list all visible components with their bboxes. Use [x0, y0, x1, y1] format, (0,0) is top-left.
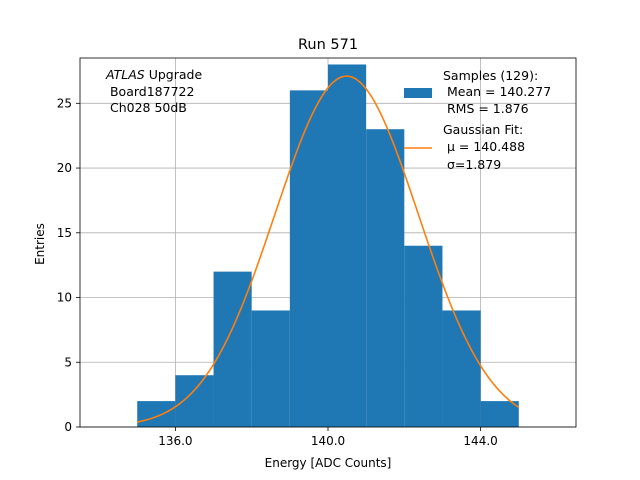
- y-tick-label: 20: [57, 161, 72, 175]
- x-axis-label: Energy [ADC Counts]: [265, 456, 392, 470]
- legend-samples-rms: RMS = 1.876: [443, 101, 529, 116]
- histogram-bar: [251, 310, 290, 427]
- legend-fit-sigma: σ=1.879: [443, 157, 501, 172]
- y-tick-label: 15: [57, 226, 72, 240]
- histogram-bar: [366, 129, 405, 428]
- board-label: Board187722: [106, 84, 194, 99]
- channel-label: Ch028 50dB: [106, 100, 187, 115]
- y-tick-label: 10: [57, 291, 72, 305]
- x-tick-label: 144.0: [463, 434, 497, 448]
- histogram-bar: [289, 90, 328, 428]
- atlas-label: ATLAS: [105, 67, 145, 82]
- histogram-bar: [404, 245, 443, 427]
- histogram-bars: [137, 64, 519, 428]
- legend-samples-mean: Mean = 140.277: [443, 84, 551, 99]
- y-axis-label: Entries: [33, 223, 47, 265]
- gaussian-fit-curve: [137, 75, 520, 423]
- legend-samples-swatch: [404, 88, 432, 98]
- y-tick-label: 5: [64, 355, 72, 369]
- atlas-annotation-line1: ATLAS Upgrade: [105, 67, 202, 82]
- legend-fit-label: Gaussian Fit:: [443, 122, 523, 137]
- histogram-bar: [480, 401, 519, 427]
- y-tick-label: 25: [57, 96, 72, 110]
- upgrade-label: Upgrade: [145, 67, 203, 82]
- gaussian-fit-curve-layer: [137, 75, 520, 423]
- legend-samples-label: Samples (129):: [443, 68, 538, 83]
- chart-title: Run 571: [298, 37, 358, 53]
- histogram-bar: [137, 401, 176, 427]
- axis-ticks: 136.0 140.0 144.0 0 5 10 15 20 25: [57, 96, 498, 448]
- x-tick-label: 140.0: [311, 434, 345, 448]
- histogram-bar: [328, 64, 367, 427]
- x-tick-label: 136.0: [158, 434, 192, 448]
- legend-fit-mu: μ = 140.488: [443, 139, 525, 154]
- legend: Samples (129): Mean = 140.277 RMS = 1.87…: [404, 68, 551, 172]
- y-tick-label: 0: [64, 420, 72, 434]
- histogram-bar: [175, 375, 214, 427]
- histogram-bar: [442, 310, 481, 427]
